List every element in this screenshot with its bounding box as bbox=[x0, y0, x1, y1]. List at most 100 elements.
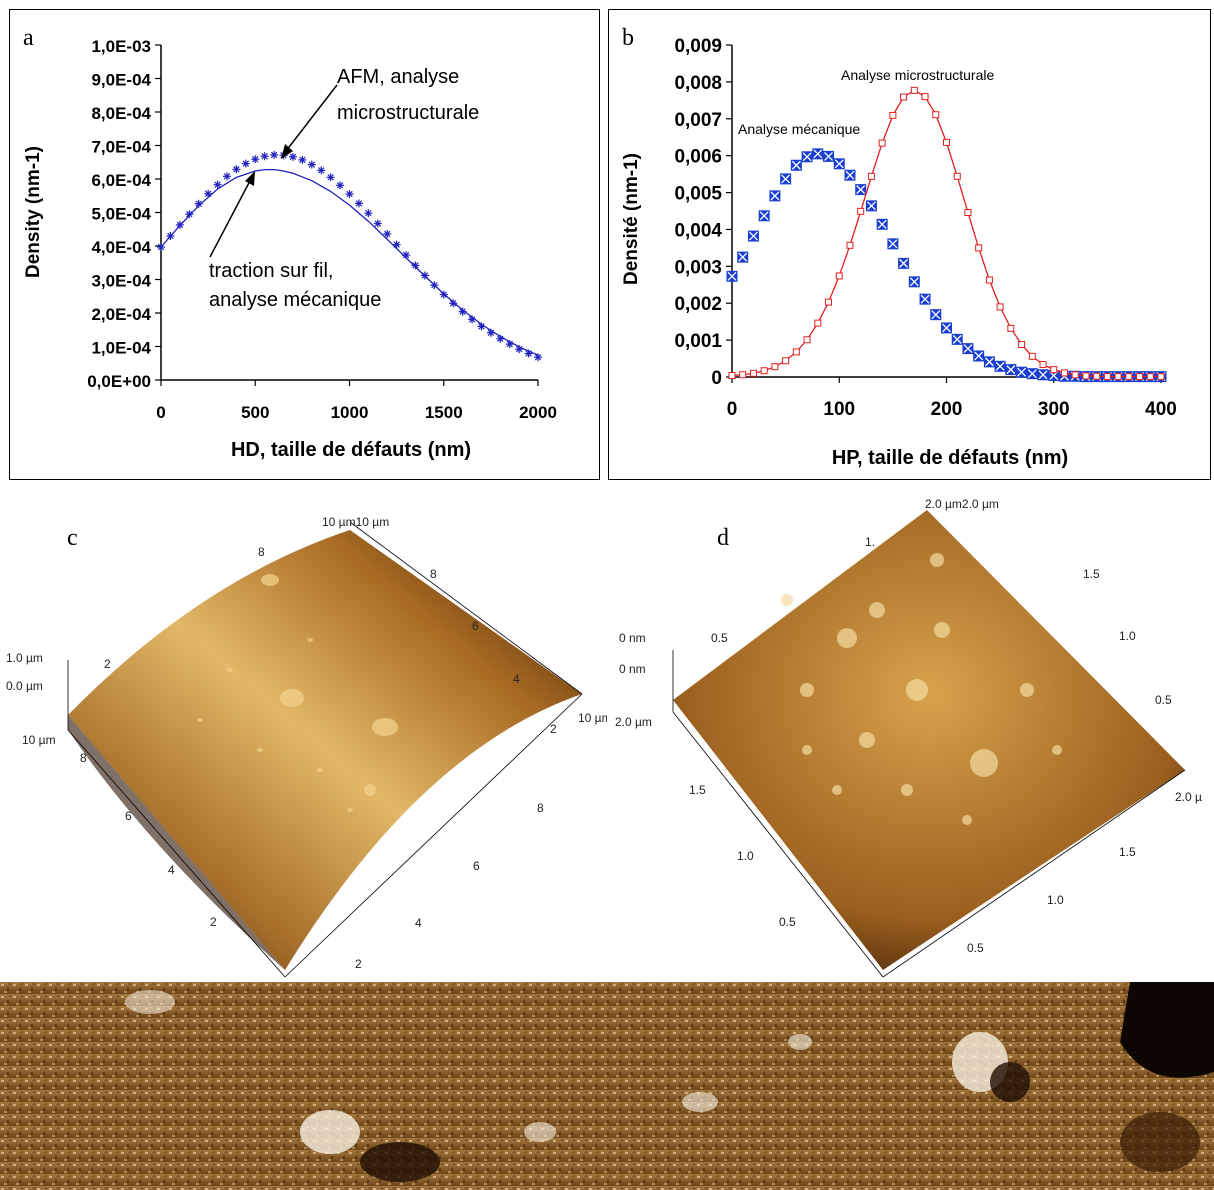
afm-c-top-tick-8: 8 bbox=[258, 545, 265, 559]
y-tick-label: 7,0E-04 bbox=[91, 138, 151, 157]
data-point bbox=[876, 218, 888, 230]
afm-d-left-tick-10: 1.0 bbox=[737, 849, 754, 863]
afm-strip-features bbox=[125, 982, 1214, 1182]
data-point bbox=[758, 210, 770, 222]
y-tick-label: 8,0E-04 bbox=[91, 104, 151, 123]
data-point bbox=[846, 241, 854, 249]
data-point bbox=[1016, 366, 1028, 378]
afm-c-features bbox=[197, 574, 398, 812]
data-point bbox=[354, 199, 363, 208]
data-point bbox=[326, 173, 335, 182]
y-tick-label: 4,0E-04 bbox=[91, 238, 151, 257]
chart-b: b 0 0,001 0,002 0,003 0,004 0,005 0,006 0,007 0,… bbox=[621, 25, 1177, 469]
data-point bbox=[792, 348, 800, 356]
afm-image-c: c 10 µm10 µm 1.0 µm 0.0 µm 10 µm 10 µm 8… bbox=[6, 515, 607, 978]
data-point bbox=[185, 210, 194, 219]
afm-d-z-bottom: 0 nm bbox=[619, 662, 646, 676]
data-point bbox=[1037, 369, 1049, 381]
data-point bbox=[260, 152, 269, 161]
annotation-arrow-afm bbox=[285, 84, 338, 152]
data-point bbox=[867, 172, 875, 180]
annotation-afm-line1: AFM, analyse bbox=[337, 66, 459, 88]
data-point bbox=[1146, 373, 1154, 381]
afm-c-left-tick-4: 4 bbox=[168, 863, 175, 877]
data-point bbox=[769, 190, 781, 202]
panel-letter-b: b bbox=[622, 25, 634, 51]
series-line bbox=[160, 168, 539, 356]
data-point bbox=[345, 190, 354, 199]
afm-c-z-top: 1.0 µm bbox=[6, 651, 43, 665]
data-point bbox=[919, 293, 931, 305]
x-tick-label: 0 bbox=[156, 403, 165, 422]
data-point bbox=[941, 322, 952, 334]
data-point bbox=[204, 189, 213, 198]
afm-c-axes bbox=[67, 521, 583, 978]
y-tick-label: 0,005 bbox=[674, 184, 722, 205]
afm-c-left-tick-2: 2 bbox=[210, 915, 217, 929]
data-point bbox=[1114, 373, 1122, 381]
data-point bbox=[889, 111, 897, 119]
data-point bbox=[833, 158, 845, 170]
afm-c-right-tick-4: 4 bbox=[513, 672, 520, 686]
data-point bbox=[771, 363, 779, 371]
afm-surface-c-shading bbox=[68, 715, 285, 970]
afm-d-right-tick-15: 1.5 bbox=[1083, 567, 1100, 581]
panel-a-frame bbox=[9, 9, 600, 480]
x-tick-label: 300 bbox=[1038, 399, 1070, 420]
y-tick-label: 2,0E-04 bbox=[91, 305, 151, 324]
data-point bbox=[962, 343, 974, 355]
y-tick-label: 0,0E+00 bbox=[87, 372, 151, 391]
afm-d-left-corner: 2.0 µm bbox=[615, 715, 652, 729]
data-point bbox=[728, 372, 736, 380]
data-point bbox=[1007, 324, 1015, 332]
data-point bbox=[953, 172, 961, 180]
annotation-arrow-traction bbox=[209, 178, 252, 258]
afm-image-d: d 2.0 µm2.0 µm 0 nm 0 nm 2.0 µm 2.0 µ 1.… bbox=[615, 497, 1202, 978]
afm-c-left-corner: 10 µm bbox=[22, 733, 56, 747]
data-point bbox=[803, 336, 811, 344]
data-point bbox=[726, 270, 738, 282]
y-tick-label: 0,006 bbox=[674, 147, 722, 168]
data-point bbox=[392, 240, 401, 249]
data-point bbox=[1018, 341, 1026, 349]
data-point bbox=[973, 350, 985, 362]
data-point bbox=[270, 150, 279, 159]
y-tick-label: 0 bbox=[711, 368, 722, 389]
y-tick-label: 0,002 bbox=[674, 294, 722, 315]
data-point bbox=[780, 173, 792, 185]
x-tick-label: 500 bbox=[241, 403, 269, 422]
data-point bbox=[943, 138, 950, 146]
data-point bbox=[364, 209, 373, 218]
afm-d-front-tick-15: 1.5 bbox=[1119, 845, 1136, 859]
data-point bbox=[288, 152, 297, 161]
afm-surface-c bbox=[68, 530, 582, 970]
afm-c-right-tick-2: 2 bbox=[550, 722, 557, 736]
data-point bbox=[865, 200, 877, 212]
data-point bbox=[222, 172, 231, 181]
y-tick-label: 6,0E-04 bbox=[91, 171, 151, 190]
afm-d-features bbox=[781, 553, 1062, 825]
afm-d-top-corner: 2.0 µm2.0 µm bbox=[925, 497, 999, 511]
data-point bbox=[317, 166, 326, 175]
y-tick-label: 0,001 bbox=[674, 331, 722, 352]
data-point bbox=[1157, 373, 1165, 381]
data-point bbox=[857, 207, 865, 215]
data-point bbox=[985, 276, 993, 284]
data-point bbox=[825, 298, 833, 306]
afm-c-front-tick-4: 4 bbox=[415, 916, 422, 930]
data-point bbox=[1093, 372, 1101, 380]
annotation-afm-line2: microstructurale bbox=[337, 102, 479, 124]
afm-c-left-tick-8: 8 bbox=[80, 751, 87, 765]
afm-c-left-tick-6: 6 bbox=[125, 809, 132, 823]
data-point bbox=[983, 356, 995, 368]
data-point bbox=[790, 159, 802, 171]
chart-a-xlabel: HD, taille de défauts (nm) bbox=[231, 439, 471, 461]
annotation-arrowhead-afm bbox=[281, 144, 293, 159]
data-point bbox=[812, 148, 824, 160]
data-point bbox=[900, 93, 908, 101]
data-point bbox=[1103, 373, 1111, 381]
data-point bbox=[835, 272, 843, 280]
data-point bbox=[1060, 369, 1068, 377]
y-tick-label: 0,008 bbox=[674, 73, 722, 94]
data-point bbox=[383, 229, 392, 238]
